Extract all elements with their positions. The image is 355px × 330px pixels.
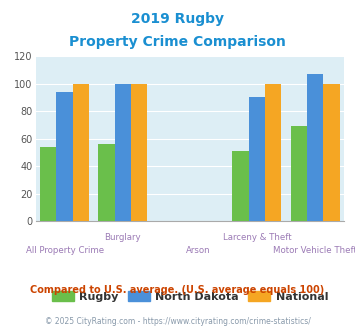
Text: Arson: Arson [186,246,211,255]
Bar [40,147,56,221]
Bar [265,83,282,221]
Text: Larceny & Theft: Larceny & Theft [223,234,291,243]
Text: Motor Vehicle Theft: Motor Vehicle Theft [273,246,355,255]
Text: Property Crime Comparison: Property Crime Comparison [69,35,286,49]
Bar [73,83,89,221]
Bar [56,92,73,221]
Text: Compared to U.S. average. (U.S. average equals 100): Compared to U.S. average. (U.S. average … [31,285,324,295]
Text: Burglary: Burglary [105,234,141,243]
Bar [233,151,249,221]
Text: 2019 Rugby: 2019 Rugby [131,12,224,25]
Bar [98,144,115,221]
Bar [291,126,307,221]
Text: All Property Crime: All Property Crime [26,246,104,255]
Bar [115,83,131,221]
Bar [323,83,340,221]
Bar [307,74,323,221]
Text: © 2025 CityRating.com - https://www.cityrating.com/crime-statistics/: © 2025 CityRating.com - https://www.city… [45,317,310,326]
Bar [131,83,147,221]
Legend: Rugby, North Dakota, National: Rugby, North Dakota, National [47,286,333,306]
Bar [249,97,265,221]
